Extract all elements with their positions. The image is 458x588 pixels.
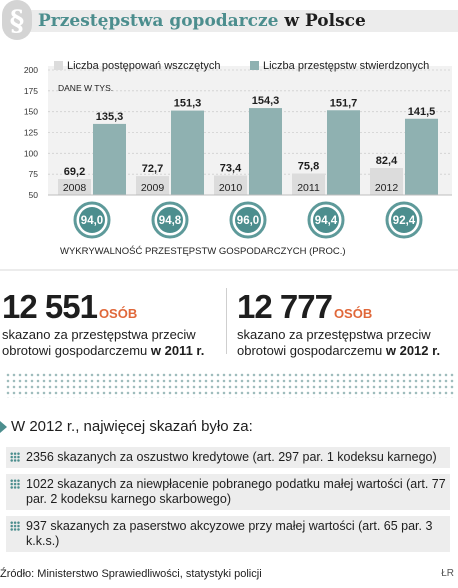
detection-value: 94,8 (159, 215, 182, 227)
author-credit: ŁR (441, 568, 454, 579)
header: § Przestępstwa gopodarcze w Polsce (0, 0, 458, 42)
data-label: 73,4 (220, 163, 242, 175)
bar-postepowania (136, 176, 169, 195)
stat-desc-line1: skazano za przestępstwa przeciw (2, 327, 196, 342)
detection-value: 92,4 (393, 215, 416, 227)
stat-description: skazano za przestępstwa przeciw obrotowi… (2, 327, 224, 359)
stat-divider (226, 288, 227, 354)
dotted-band (5, 372, 455, 398)
detection-caption: WYKRYWALNOŚĆ PRZESTĘPSTW GOSPODARCZYCH (… (60, 245, 346, 257)
y-tick-label: 200 (24, 65, 38, 75)
bar-chart: 50 75 100 125 150 175 200 Liczba postępowań wsz… (0, 60, 458, 271)
data-label: 151,7 (330, 97, 358, 109)
bar-przestepstwa (93, 123, 126, 195)
data-label: 75,8 (298, 161, 319, 173)
section-sign-icon: § (2, 0, 32, 40)
x-tick-label: 2008 (63, 182, 87, 194)
legend-swatch (54, 61, 63, 70)
list-heading: W 2012 r., najwięcej skazań było za: (0, 418, 253, 435)
source-note: Źródło: Ministerstwo Sprawiedliwości, st… (0, 568, 262, 580)
legend-swatch (250, 61, 259, 70)
detection-value: 96,0 (237, 215, 259, 227)
bar-przestepstwa (405, 118, 438, 195)
stat-2011: 12 551 OSÓB skazano za przestępstwa przec… (2, 290, 224, 359)
y-tick-label: 75 (29, 169, 39, 179)
y-tick-label: 100 (24, 148, 38, 158)
bar-postepowania (292, 173, 325, 195)
stat-desc-line2: obrotowi gospodarczemu (2, 343, 148, 358)
dot-grid-icon (10, 521, 20, 531)
data-label: 141,5 (408, 106, 436, 118)
bar-postepowania (58, 179, 91, 195)
y-tick-label: 175 (24, 86, 38, 96)
list-item: 1022 skazanych za niewpłacenie pobranego… (6, 474, 450, 510)
stat-unit: OSÓB (333, 306, 373, 321)
detection-badge (79, 207, 105, 233)
stat-number: 12 551 (2, 288, 98, 325)
list-item: 2356 skazanych za oszustwo kredytowe (ar… (6, 447, 450, 468)
arrow-right-icon (0, 421, 7, 434)
stat-desc-line1: skazano za przestępstwa przeciw (237, 327, 431, 342)
x-tick-label: 2010 (219, 182, 243, 194)
title-suffix: w Polsce (284, 11, 366, 31)
list-item-text: 937 skazanych za paserstwo akcyzowe przy… (26, 519, 433, 548)
bar-postepowania (370, 168, 403, 195)
stat-number: 12 777 (237, 288, 333, 325)
x-tick-label: 2012 (375, 182, 399, 194)
stat-desc-line2: obrotowi gospodarczemu (237, 343, 383, 358)
bar-przestepstwa (327, 110, 360, 195)
list-heading-text: W 2012 r., najwięcej skazań było za: (11, 418, 253, 435)
data-label: 82,4 (376, 155, 398, 167)
list-item-text: 2356 skazanych za oszustwo kredytowe (ar… (26, 450, 437, 464)
stat-year: w 2011 r. (150, 343, 205, 358)
legend-label: Liczba przestępstw stwierdzonych (263, 60, 429, 72)
bar-postepowania (214, 175, 247, 195)
stat-description: skazano za przestępstwa przeciw obrotowi… (237, 327, 457, 359)
bar-przestepstwa (249, 108, 282, 195)
x-tick-label: 2011 (297, 182, 320, 194)
detection-value: 94,4 (315, 215, 338, 227)
dot-grid-icon (10, 479, 20, 489)
detection-badge (157, 207, 183, 233)
data-label: 135,3 (96, 111, 124, 123)
data-label: 69,2 (64, 166, 85, 178)
title-main: Przestępstwa gopodarcze (38, 11, 279, 31)
unit-note: DANE W TYS. (58, 83, 113, 93)
data-label: 151,3 (174, 98, 202, 110)
data-label: 154,3 (252, 95, 280, 107)
detection-badge (391, 207, 417, 233)
list-item: 937 skazanych za paserstwo akcyzowe przy… (6, 516, 450, 552)
dot-grid-icon (10, 452, 20, 462)
title-band (28, 10, 458, 32)
stat-unit: OSÓB (98, 306, 138, 321)
y-tick-label: 125 (24, 128, 38, 138)
stat-year: w 2012 r. (385, 343, 441, 358)
legend-label: Liczba postępowań wszczętych (67, 60, 220, 72)
detection-value: 94,0 (81, 215, 103, 227)
detection-badge (235, 207, 261, 233)
detection-badge (313, 207, 339, 233)
stat-2012: 12 777 OSÓB skazano za przestępstwa przec… (237, 290, 457, 359)
page-title: Przestępstwa gopodarcze w Polsce (38, 11, 366, 31)
y-tick-label: 150 (24, 107, 38, 117)
data-label: 72,7 (142, 163, 163, 175)
list-item-text: 1022 skazanych za niewpłacenie pobranego… (26, 477, 446, 506)
x-tick-label: 2009 (141, 182, 165, 194)
y-tick-label: 50 (29, 190, 39, 200)
bar-przestepstwa (171, 110, 204, 195)
